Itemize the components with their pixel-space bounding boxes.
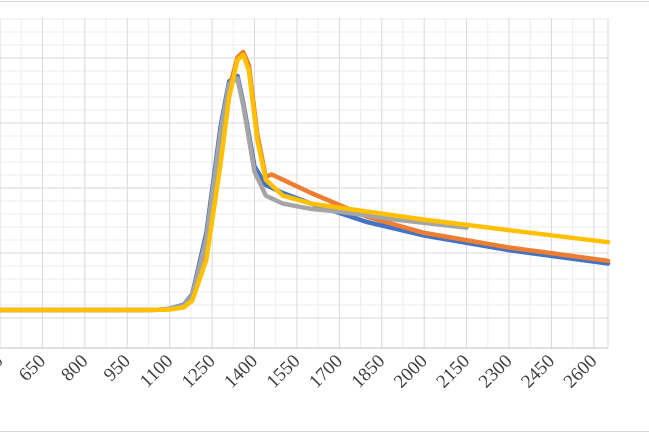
major-gridlines [0,18,609,348]
x-tick-label: 500 [0,351,8,386]
minor-gridlines [0,18,608,348]
series-layer [0,49,611,313]
series-line-4 [0,52,611,313]
